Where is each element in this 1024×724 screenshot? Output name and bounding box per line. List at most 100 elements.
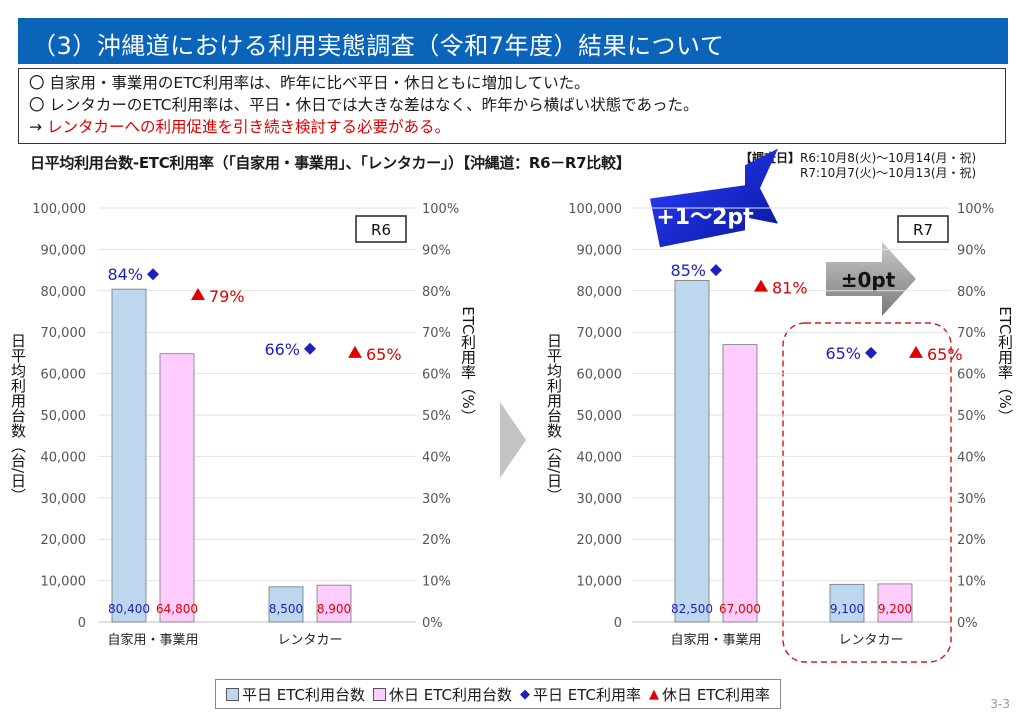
y-tick-label: 80,000: [41, 285, 87, 300]
y2-tick-label: 60%: [957, 368, 986, 383]
y2-tick-label: 30%: [422, 492, 451, 507]
y-tick-label: 50,000: [577, 409, 623, 424]
chart-title-box: [897, 215, 949, 243]
flat-arrow: ±0pt: [826, 242, 916, 316]
bar: [674, 280, 710, 623]
legend-swatch-blue: [226, 687, 239, 701]
flat-label: ±0pt: [841, 268, 896, 292]
weekday-rate-label: 85%: [670, 261, 706, 280]
holiday-rate-label: 65%: [366, 345, 402, 364]
y2-tick-label: 20%: [957, 533, 986, 548]
summary-line-2: 〇 レンタカーのETC利用率は、平日・休日では大きな差はなく、昨年から横ばい状態…: [29, 96, 699, 114]
y-tick-label: 70,000: [577, 326, 623, 341]
y2-tick-label: 80%: [957, 285, 986, 300]
y-tick-label: 90,000: [577, 243, 623, 258]
legend-label: 平日 ETC利用台数: [242, 685, 366, 704]
y2-tick-label: 0%: [422, 616, 443, 631]
y-tick-label: 30,000: [41, 492, 87, 507]
x-tick-label: レンタカー: [838, 633, 903, 648]
summary-conclusion: レンタカーへの利用促進を引き続き検討する必要がある。: [46, 118, 450, 136]
y2-tick-label: 70%: [422, 326, 451, 341]
bar-value-label: 9,200: [878, 602, 912, 616]
y-tick-label: 20,000: [577, 533, 623, 548]
bar: [316, 584, 352, 623]
x-tick-label: 自家用・事業用: [107, 632, 198, 648]
y-tick-label: 60,000: [577, 368, 623, 383]
summary-box: 〇 自家用・事業用のETC利用率は、昨年に比べ平日・休日ともに増加していた。 〇…: [18, 68, 1006, 144]
y-tick-label: 40,000: [577, 450, 623, 465]
legend-weekday-count: 平日 ETC利用台数: [226, 684, 365, 705]
weekday-rate-label: 65%: [825, 344, 861, 363]
y-tick-label: 50,000: [41, 409, 87, 424]
weekday-rate-marker: [710, 264, 722, 277]
legend-holiday-count: 休日 ETC利用台数: [373, 684, 512, 705]
y2-axis-title: ETC利用率（%）: [459, 306, 477, 424]
y2-tick-label: 40%: [957, 450, 986, 465]
y2-tick-label: 0%: [957, 616, 978, 631]
x-tick-label: レンタカー: [277, 633, 342, 648]
legend-label: 休日 ETC利用台数: [389, 685, 513, 704]
bar: [268, 586, 304, 623]
bar: [722, 344, 758, 623]
legend-label: 休日 ETC利用率: [662, 685, 771, 704]
y-tick-label: 100,000: [32, 202, 86, 217]
y2-tick-label: 80%: [422, 285, 451, 300]
y2-tick-label: 10%: [422, 575, 451, 590]
y-tick-label: 0: [614, 616, 622, 631]
y2-axis-title: ETC利用率（%）: [996, 306, 1014, 424]
y2-tick-label: 50%: [422, 409, 451, 424]
rental-highlight-box: [782, 322, 952, 663]
bar-value-label: 80,400: [108, 602, 150, 616]
y2-tick-label: 10%: [957, 575, 986, 590]
legend-swatch-pink: [373, 687, 387, 701]
weekday-rate-marker: [865, 346, 877, 359]
chart-r6: 0 10,000 20,000 30,000 40,000 50,000 60,000 70,…: [9, 202, 477, 648]
bar-value-label: 9,100: [830, 602, 864, 616]
holiday-rate-marker: [754, 279, 768, 292]
bar-value-label: 8,900: [317, 602, 351, 616]
holiday-rate-label: 79%: [209, 287, 245, 306]
title-bar: （3）沖縄道における利用実態調査（令和7年度）結果について: [18, 18, 1008, 64]
chart-caption: 日平均利用台数-ETC利用率（「自家用・事業用」、「レンタカー」）【沖縄道：R6…: [30, 154, 631, 172]
y-tick-label: 60,000: [41, 368, 87, 383]
legend: 平日 ETC利用台数 休日 ETC利用台数 ◆ 平日 ETC利用率 ▲ 休日 ETC…: [215, 679, 782, 709]
chart-r7: 0 10,000 20,000 30,000 40,000 50,000 60,000 70,…: [545, 202, 1014, 648]
y2-tick-label: 60%: [422, 368, 451, 383]
bar: [111, 288, 147, 623]
survey-date-r6: R6:10月8(火)～10月14(月・祝): [800, 151, 977, 165]
page-title: （3）沖縄道における利用実態調査（令和7年度）結果について: [32, 32, 725, 60]
arrow-right-icon: →: [29, 118, 42, 136]
y-axis-title: 日平均利用台数（台/日）: [9, 333, 27, 503]
y-tick-label: 70,000: [41, 326, 87, 341]
increase-label: +1～2pt: [656, 205, 754, 230]
weekday-rate-marker: [147, 268, 159, 281]
legend-label: 平日 ETC利用率: [533, 685, 642, 704]
survey-label: 【調査日】: [740, 151, 801, 165]
bar-value-label: 64,800: [156, 602, 198, 616]
y2-tick-label: 70%: [957, 326, 986, 341]
holiday-rate-marker: [191, 287, 205, 300]
chart-title: R6: [371, 221, 391, 239]
bar: [877, 583, 913, 623]
bar-value-label: 82,500: [671, 602, 713, 616]
y-tick-label: 20,000: [41, 533, 87, 548]
holiday-rate-label: 81%: [772, 279, 808, 298]
y-tick-label: 30,000: [577, 492, 623, 507]
x-tick-label: 自家用・事業用: [670, 632, 761, 648]
y-tick-label: 10,000: [41, 575, 87, 590]
chart-title: R7: [913, 221, 933, 239]
legend-holiday-rate: ▲ 休日 ETC利用率: [649, 684, 770, 705]
weekday-rate-label: 66%: [264, 340, 300, 359]
y2-tick-label: 20%: [422, 533, 451, 548]
weekday-rate-label: 84%: [107, 265, 143, 284]
weekday-rate-marker: [304, 342, 316, 355]
holiday-rate-marker: [348, 345, 362, 358]
holiday-rate-marker: [909, 345, 923, 358]
summary-line-3: → レンタカーへの利用促進を引き続き検討する必要がある。: [29, 116, 995, 138]
holiday-rate-label: 65%: [927, 345, 963, 364]
y2-tick-label: 40%: [422, 450, 451, 465]
survey-date-r7: R7:10月7(火)～10月13(月・祝): [800, 166, 977, 180]
y-tick-label: 40,000: [41, 450, 87, 465]
y-tick-label: 0: [78, 616, 86, 631]
y2-tick-label: 90%: [957, 243, 986, 258]
